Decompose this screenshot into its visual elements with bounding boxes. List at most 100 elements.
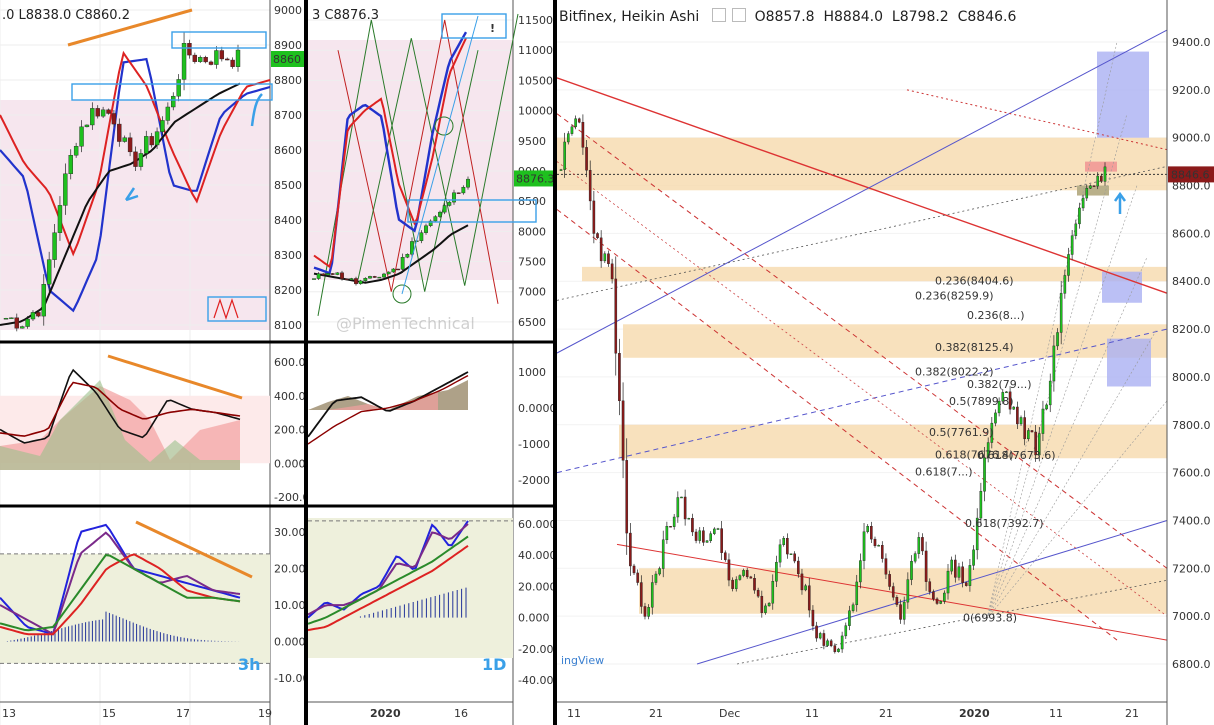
trendline bbox=[557, 161, 1168, 617]
candle-body bbox=[410, 241, 414, 255]
left-chart-pane[interactable]: 9000 8900 8800 8700 8600 8500 8400 8300 8200 8100… bbox=[0, 0, 304, 725]
price-tick: 8500 bbox=[518, 195, 546, 208]
fib-level-label: 0.382(79...) bbox=[967, 378, 1032, 391]
candle-body bbox=[3, 318, 9, 320]
candle-body bbox=[621, 400, 625, 461]
candle-body bbox=[950, 559, 953, 572]
candle-body bbox=[895, 597, 899, 605]
candle-body bbox=[192, 54, 198, 62]
candle-body bbox=[235, 49, 241, 67]
macd-tick: -1000 bbox=[518, 438, 550, 451]
candle-body bbox=[972, 549, 975, 566]
resistance-trendline bbox=[67, 8, 193, 47]
candle-body bbox=[57, 205, 63, 233]
candle-body bbox=[720, 528, 723, 553]
settings-icon[interactable] bbox=[732, 8, 747, 22]
candle-body bbox=[844, 625, 848, 637]
candle-body bbox=[745, 570, 749, 578]
candle-body bbox=[354, 278, 358, 285]
middle-ohlc-readout: 3 C8876.3 bbox=[312, 8, 379, 23]
candle-body bbox=[372, 276, 377, 278]
candle-body bbox=[567, 133, 570, 143]
candle-body bbox=[709, 533, 712, 542]
macd-histogram-area bbox=[0, 380, 240, 470]
price-tick: 7000.0 bbox=[1172, 610, 1211, 623]
candle-body bbox=[658, 568, 661, 575]
candle-body bbox=[793, 553, 796, 562]
trendline bbox=[557, 209, 1118, 641]
close-value: C8846.6 bbox=[957, 9, 1017, 25]
right-chart-pane[interactable]: 0.236(8404.6) 0.236(8259.9) 0.236(8...) 0.3… bbox=[557, 0, 1214, 725]
entry-mark bbox=[1085, 161, 1117, 172]
entry-mark bbox=[1077, 185, 1109, 196]
candle-body bbox=[603, 253, 607, 262]
macd-line bbox=[308, 371, 469, 438]
last-price-value: 8860 bbox=[273, 53, 301, 66]
left-ohlc-readout: .0 L8838.0 C8860.2 bbox=[2, 8, 130, 23]
candle-body bbox=[764, 605, 767, 613]
rsi-bg bbox=[0, 553, 270, 664]
candle-body bbox=[214, 50, 219, 65]
candle-body bbox=[36, 312, 41, 317]
price-tick: 8500 bbox=[274, 179, 302, 192]
candle-body bbox=[1008, 391, 1012, 410]
candle-body bbox=[731, 579, 734, 589]
candle-body bbox=[797, 560, 800, 575]
candle-body bbox=[68, 155, 73, 175]
candle-body bbox=[800, 573, 804, 591]
candle-body bbox=[1100, 175, 1103, 182]
fib-level-label: 0.236(8259.9) bbox=[915, 290, 994, 303]
candle-body bbox=[829, 640, 833, 646]
zigzag-mark bbox=[213, 298, 239, 320]
candle-body bbox=[990, 422, 994, 443]
price-tick: 7500 bbox=[518, 256, 546, 269]
candle-body bbox=[786, 538, 789, 555]
candle-body bbox=[581, 121, 585, 148]
candle-body bbox=[1078, 207, 1081, 225]
candle-body bbox=[63, 173, 68, 206]
candle-body bbox=[52, 232, 57, 260]
projection-line bbox=[401, 15, 479, 295]
candle-body bbox=[913, 553, 917, 562]
price-tick: 8400 bbox=[274, 214, 302, 227]
candle-body bbox=[629, 532, 632, 567]
candle-body bbox=[906, 579, 910, 603]
candle-body bbox=[198, 56, 203, 62]
candle-body bbox=[117, 123, 122, 142]
candle-body bbox=[1092, 185, 1096, 187]
target-box bbox=[441, 13, 507, 39]
candle-body bbox=[428, 220, 433, 226]
candle-body bbox=[424, 225, 428, 233]
rsi-tick: -10.00 bbox=[274, 672, 304, 685]
candle-body bbox=[1063, 275, 1067, 294]
target-box bbox=[1097, 51, 1149, 138]
candle-body bbox=[778, 544, 782, 563]
candle-body bbox=[1023, 417, 1026, 440]
rsi-purple-line bbox=[0, 531, 241, 636]
candle-body bbox=[321, 273, 326, 276]
middle-chart-pane[interactable]: 1150011000105001000095009000850080007500… bbox=[308, 0, 553, 725]
candle-body bbox=[154, 131, 160, 146]
breakout-box bbox=[407, 199, 537, 223]
candle-body bbox=[647, 607, 650, 617]
candle-body bbox=[326, 273, 330, 276]
candle-body bbox=[705, 540, 709, 543]
swing-line bbox=[317, 19, 479, 316]
price-tick: 7800.0 bbox=[1172, 419, 1211, 432]
candle-body bbox=[672, 516, 676, 527]
target-box bbox=[1102, 271, 1142, 303]
price-tick: 7200.0 bbox=[1172, 562, 1211, 575]
candle-body bbox=[1012, 406, 1016, 410]
candle-body bbox=[661, 539, 665, 569]
candle-body bbox=[95, 108, 100, 117]
price-tick: 9400.0 bbox=[1172, 36, 1211, 49]
candle-body bbox=[138, 153, 144, 167]
swing-line bbox=[337, 19, 499, 304]
rsi-green-line bbox=[308, 535, 469, 625]
target-box bbox=[1107, 338, 1151, 387]
candle-body bbox=[1019, 417, 1023, 425]
eye-icon[interactable] bbox=[711, 8, 726, 22]
macd-tick: -2000 bbox=[518, 474, 550, 487]
macd-divergence-trendline bbox=[107, 354, 243, 400]
candle-body bbox=[340, 272, 344, 280]
